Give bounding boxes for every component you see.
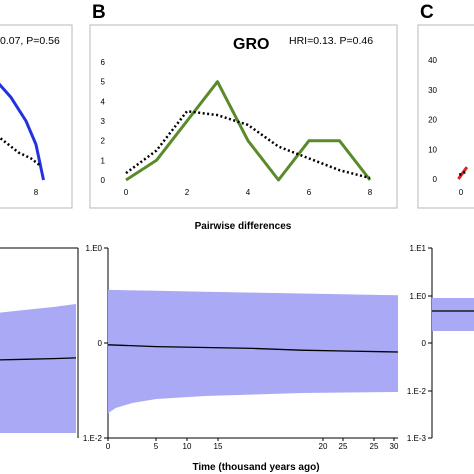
pairwise-axis-title: Pairwise differences [195, 221, 292, 232]
panel-b-x-tick-label: 6 [307, 188, 312, 197]
panel-b-expected-line [125, 109, 371, 180]
panel-a-top-frame [0, 24, 73, 209]
panel-b-x-tick-label: 0 [124, 188, 129, 197]
panel-b-x-tick-label: 2 [185, 188, 190, 197]
panel-b-observed-line [125, 80, 372, 182]
panel-b-x-tick-label: 4 [246, 188, 251, 197]
time-axis-title: Time (thousand years ago) [192, 462, 319, 473]
panel-c-observed-line [457, 166, 469, 180]
panel-b-bottom-x-tick-label: 0 [106, 442, 111, 451]
panel-b-bottom-x-tick-label: 10 [183, 442, 192, 451]
panel-c-y-tick-label: 10 [428, 145, 437, 154]
panel-c-x-tick-label: 0 [459, 188, 464, 197]
panel-b-y-tick-label: 3 [101, 117, 106, 126]
panel-b-y-tick-label: 0 [101, 176, 106, 185]
panel-b-y-tick-label: 5 [101, 78, 106, 87]
panel-c-bottom-y-tick-label: 0 [422, 339, 427, 348]
panel-b-y-tick-label: 4 [101, 97, 106, 106]
panel-b-bottom-y-tick-label: 1.E-2 [83, 434, 103, 443]
panel-c-top-frame [417, 24, 474, 209]
panel-c-bottom-y-tick-label: 1.E0 [410, 292, 427, 301]
panel-a-bottom-median-line [0, 357, 77, 361]
panel-b-bottom-x-tick-label: 20 [319, 442, 328, 451]
panel-b-bottom-y-tick-label: 1.E0 [86, 244, 103, 253]
panel-c-y-tick-label: 30 [428, 86, 437, 95]
panel-b-bottom-x-tick-label: 25 [339, 442, 348, 451]
panel-a-stat-label: 0.07, P=0.56 [0, 35, 60, 47]
panel-a-observed-line [0, 82, 45, 181]
panel-b-bottom-y-tick-label: 0 [98, 339, 103, 348]
panel-c-bottom-y-tick-label: 1.E-3 [407, 434, 427, 443]
panel-a-bottom-confidence-band [0, 304, 76, 433]
panel-c-y-tick-label: 0 [433, 175, 438, 184]
panel-c-y-tick-label: 40 [428, 56, 437, 65]
panel-b-title: GRO [233, 36, 269, 53]
panel-c-bottom-confidence-band [432, 298, 474, 331]
panel-a-x-tick-label: 8 [34, 188, 39, 197]
panel-letter-b: B [92, 2, 106, 23]
panel-b-y-tick-label: 1 [101, 156, 106, 165]
panel-b-top-frame [89, 24, 398, 209]
panel-b-y-tick-label: 2 [101, 137, 106, 146]
panel-b-bottom-median-line [107, 344, 399, 353]
panel-letter-c: C [420, 2, 434, 23]
panel-c-expected-line [458, 170, 468, 176]
panel-b-stat-label: HRI=0.13. P=0.46 [289, 35, 373, 47]
panel-c-y-tick-label: 20 [428, 116, 437, 125]
panel-b-bottom-confidence-band [108, 289, 398, 414]
panel-b-bottom-x-tick-label: 5 [154, 442, 159, 451]
panel-b-bottom-x-tick-label: 15 [214, 442, 223, 451]
panel-b-y-tick-label: 6 [101, 58, 106, 67]
panel-c-bottom-y-tick-label: 1.E1 [410, 244, 427, 253]
panel-b-bottom-x-tick-label: 30 [390, 442, 399, 451]
panel-b-x-tick-label: 8 [368, 188, 373, 197]
panel-c-bottom-y-tick-label: 1.E-2 [407, 387, 427, 396]
panel-a-expected-line [0, 136, 42, 168]
panel-b-bottom-x-tick-label: 25 [370, 442, 379, 451]
